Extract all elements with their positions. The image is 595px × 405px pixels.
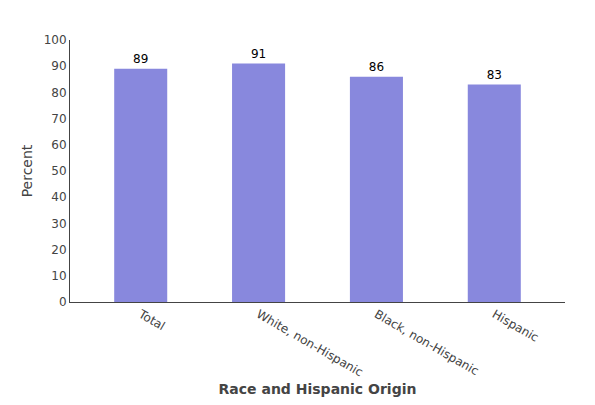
- svg-text:60: 60: [51, 138, 66, 152]
- svg-text:Percent: Percent: [19, 144, 35, 197]
- svg-text:20: 20: [51, 243, 66, 257]
- svg-text:91: 91: [251, 47, 266, 61]
- svg-text:70: 70: [51, 112, 66, 126]
- svg-text:83: 83: [487, 68, 502, 82]
- svg-text:90: 90: [51, 59, 66, 73]
- svg-text:80: 80: [51, 86, 66, 100]
- svg-text:Hispanic: Hispanic: [490, 307, 541, 345]
- svg-text:White, non-Hispanic: White, non-Hispanic: [254, 307, 365, 379]
- svg-text:0: 0: [59, 295, 67, 309]
- svg-text:40: 40: [51, 190, 66, 204]
- svg-text:Race and Hispanic Origin: Race and Hispanic Origin: [219, 381, 417, 397]
- svg-text:100: 100: [44, 33, 67, 47]
- svg-text:30: 30: [51, 217, 66, 231]
- svg-text:Black, non-Hispanic: Black, non-Hispanic: [372, 307, 481, 378]
- svg-text:Total: Total: [135, 307, 167, 334]
- svg-text:50: 50: [51, 164, 66, 178]
- svg-text:86: 86: [369, 60, 384, 74]
- svg-text:89: 89: [133, 52, 148, 66]
- svg-text:10: 10: [51, 269, 66, 283]
